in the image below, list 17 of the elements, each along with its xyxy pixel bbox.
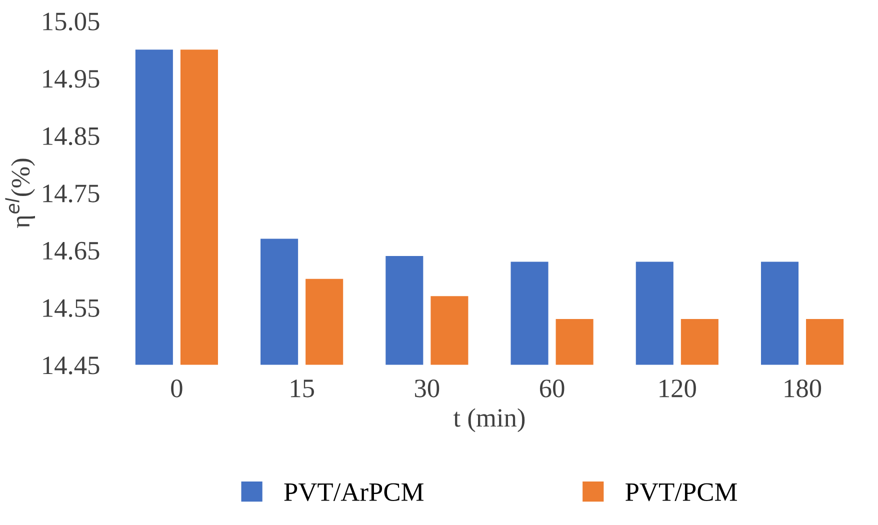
x-tick-label: 30 (414, 380, 440, 398)
x-tick-label: 60 (540, 380, 564, 398)
legend-label: PVT/PCM (626, 483, 737, 502)
x-tick-label: 120 (660, 380, 696, 398)
x-axis-title: t (min) (453, 408, 525, 432)
y-tick-label: 14.65 (43, 242, 100, 260)
y-tick-label: 14.45 (43, 356, 100, 374)
y-tick-label: 14.85 (43, 127, 100, 146)
x-tick-label: 0 (171, 380, 182, 398)
y-tick-label: 15.05 (43, 12, 100, 31)
y-tick-label: 14.75 (43, 184, 100, 202)
legend-label: PVT/ArPCM (284, 483, 424, 502)
x-tick-label: 180 (784, 380, 822, 398)
y-tick-label: 14.55 (43, 299, 100, 318)
y-tick-label: 14.95 (43, 70, 100, 88)
x-tick-label: 15 (290, 380, 314, 398)
y-axis-title: η$^{el}$(%) (5, 158, 35, 228)
